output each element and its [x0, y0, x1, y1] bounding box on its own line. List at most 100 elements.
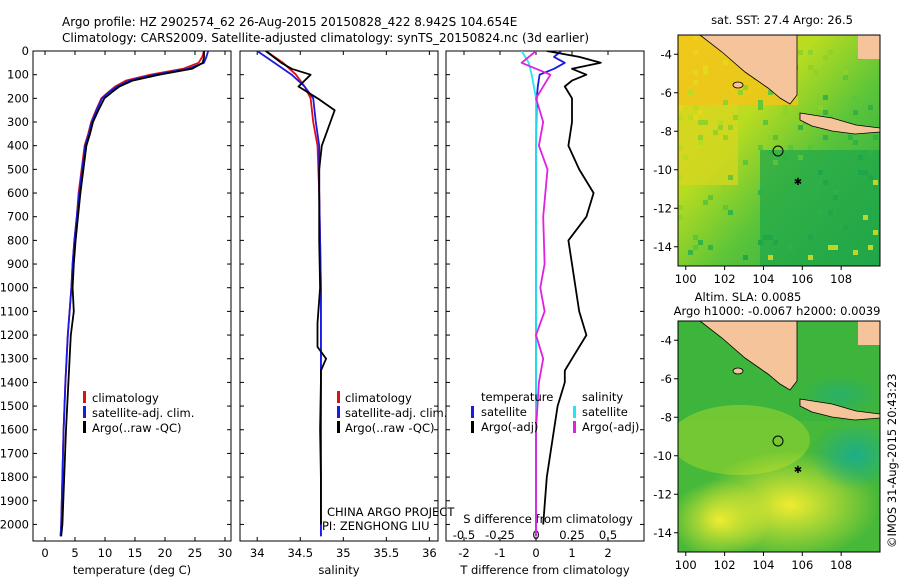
series-line-argo-adj-: [542, 51, 602, 525]
salinity-legend: climatology satellite-adj. clim. Argo(..…: [337, 391, 447, 435]
x-tick-label: -2: [458, 546, 469, 560]
sla-map-subtitle: Argo h1000: -0.0067 h2000: 0.0039: [674, 304, 881, 318]
legend-swatch-s-argo: [573, 421, 576, 433]
x-tick-label: 10: [98, 546, 113, 560]
lon-tick-label: 104: [752, 558, 774, 572]
lat-tick-label: -10: [653, 449, 672, 463]
lat-tick-label: -4: [661, 333, 672, 347]
lon-tick-label: 106: [791, 558, 813, 572]
salinity-series: [256, 51, 336, 537]
legend-argo: Argo(..raw -QC): [92, 421, 182, 435]
difference-panel-frame: [445, 50, 645, 542]
depth-tick-label: 1500: [0, 399, 29, 413]
series-line-satellite-adj-clim-: [256, 51, 322, 537]
lat-tick-label: -4: [661, 47, 672, 61]
star-marker-icon: ✱: [794, 177, 802, 188]
depth-tick-label: 1000: [0, 281, 29, 295]
series-line-climatology: [59, 51, 205, 537]
sla-map: Altim. SLA: 0.0085 Argo h1000: -0.0067 h…: [653, 290, 881, 572]
lon-tick-label: 100: [675, 558, 697, 572]
lat-tick-label: -6: [661, 372, 672, 386]
star-marker-icon: ✱: [794, 465, 802, 476]
legend-swatch-climatology: [83, 391, 86, 403]
x-tick-label: 5: [71, 546, 78, 560]
depth-tick-label: 800: [7, 233, 29, 247]
legend-argo: Argo(..raw -QC): [345, 421, 435, 435]
lon-tick-label: 100: [675, 272, 697, 286]
legend-t-argo: Argo(-adj): [481, 420, 538, 434]
x-tick-label: 34.5: [287, 546, 313, 560]
legend-s-argo: Argo(-adj): [582, 420, 639, 434]
borneo-landmass: [858, 35, 880, 59]
depth-axis: 0 100 200 300 400 500 600 700 800 900 1000 1100 1200…: [0, 44, 644, 531]
figure-title-line1: Argo profile: HZ 2902574_62 26-Aug-2015 …: [62, 15, 517, 29]
depth-tick-label: 1300: [0, 352, 29, 366]
series-line-argo-raw-qc-: [60, 51, 205, 537]
island-icon: [732, 367, 744, 375]
s-difference-x-axis: -0.5 -0.25 0 0.25 0.5: [453, 51, 617, 542]
difference-legend: temperature salinity satellite Argo(-adj…: [471, 390, 639, 434]
figure-title-line2: Climatology: CARS2009. Satellite-adjuste…: [62, 31, 589, 45]
legend-climatology: climatology: [92, 391, 159, 405]
depth-tick-label: 1100: [0, 304, 29, 318]
x-tick-label: 25: [188, 546, 203, 560]
series-line-satellite: [535, 51, 566, 537]
borneo-landmass: [858, 321, 880, 345]
legend-swatch-climatology: [337, 391, 340, 403]
legend-satellite-adj: satellite-adj. clim.: [92, 406, 194, 420]
x-tick-label: 35: [336, 546, 351, 560]
sst-map-axes: -4 -6 -8 -10 -12 -14 100 102 104 106 108: [653, 47, 852, 286]
x-tick-label: 15: [128, 546, 143, 560]
legend-swatch-t-satellite: [471, 406, 474, 418]
lat-tick-label: -6: [661, 86, 672, 100]
temperature-axis-label: temperature (deg C): [73, 563, 191, 577]
x-tick-label: 0.5: [599, 528, 617, 542]
x-tick-label: 0.25: [559, 528, 585, 542]
x-tick-label: 0: [41, 546, 48, 560]
salinity-axis-label: salinity: [318, 563, 359, 577]
depth-tick-label: 600: [7, 186, 29, 200]
legend-swatch-satellite: [83, 406, 86, 418]
lon-tick-label: 108: [830, 558, 852, 572]
lat-tick-label: -8: [661, 124, 672, 138]
series-line-argo-raw-qc-: [265, 51, 336, 525]
depth-tick-label: 400: [7, 139, 29, 153]
lat-tick-label: -8: [661, 410, 672, 424]
project-credit: CHINA ARGO PROJECT: [327, 505, 455, 519]
sst-map-title: sat. SST: 27.4 Argo: 26.5: [711, 13, 853, 27]
x-tick-label: -0.5: [453, 528, 475, 542]
series-line-satellite-adj-clim-: [59, 51, 210, 537]
depth-tick-label: 100: [7, 68, 29, 82]
temperature-legend: climatology satellite-adj. clim. Argo(..…: [83, 391, 194, 435]
temperature-series: [59, 51, 210, 537]
x-tick-label: 35.5: [374, 546, 400, 560]
sumatra-landmass: [678, 35, 798, 105]
temperature-x-axis: 0 5 10 15 20 25 30: [41, 51, 232, 560]
lat-tick-label: -12: [653, 487, 672, 501]
t-difference-x-axis: -2 -1 0 1 2: [458, 51, 612, 560]
java-landmass: [799, 398, 880, 421]
depth-tick-label: 1400: [0, 375, 29, 389]
legend-satellite-adj: satellite-adj. clim.: [345, 406, 447, 420]
argo-float-marker: [772, 145, 784, 157]
legend-temperature-title: temperature: [481, 390, 553, 404]
sst-map: sat. SST: 27.4 Argo: 26.5 ✱ -4 -6 -8 -10 -12…: [653, 13, 881, 286]
depth-tick-label: 1700: [0, 446, 29, 460]
x-tick-label: 20: [158, 546, 173, 560]
depth-tick-label: 1900: [0, 494, 29, 508]
legend-salinity-title: salinity: [582, 390, 623, 404]
lon-tick-label: 104: [752, 272, 774, 286]
x-tick-label: -0.25: [485, 528, 515, 542]
sla-map-axes: -4 -6 -8 -10 -12 -14 100 102 104 106 108: [653, 333, 852, 572]
depth-tick-label: 500: [7, 162, 29, 176]
pi-credit: PI: ZENGHONG LIU: [322, 519, 430, 533]
legend-swatch-s-satellite: [573, 406, 576, 418]
lat-tick-label: -12: [653, 201, 672, 215]
legend-swatch-satellite: [337, 406, 340, 418]
series-line-argo-adj-: [520, 51, 552, 537]
legend-t-satellite: satellite: [481, 405, 527, 419]
sla-map-title: Altim. SLA: 0.0085: [695, 290, 802, 304]
depth-tick-label: 1200: [0, 328, 29, 342]
x-tick-label: 30: [218, 546, 233, 560]
t-difference-axis-label: T difference from climatology: [459, 563, 630, 577]
